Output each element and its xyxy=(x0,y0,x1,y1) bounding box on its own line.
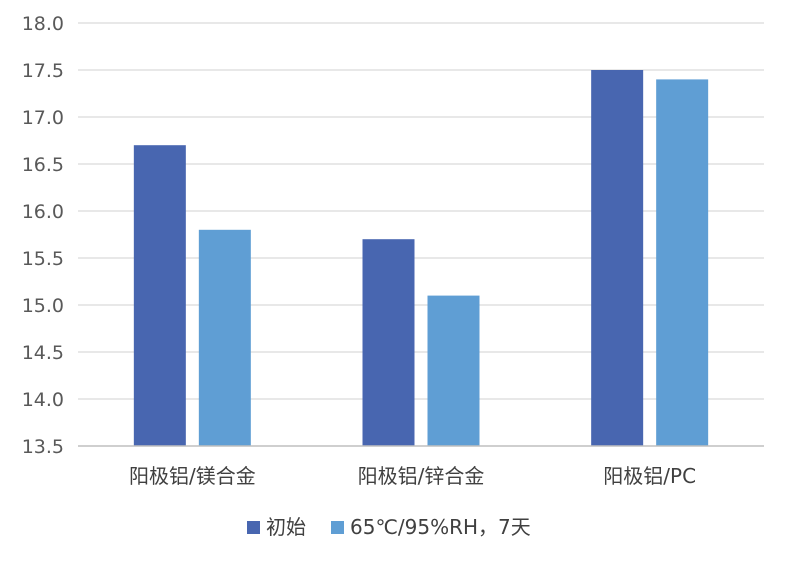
y-tick-label: 17.0 xyxy=(22,107,64,129)
bar-aged-2 xyxy=(656,79,709,447)
bar-aged-1 xyxy=(427,295,480,446)
x-axis-category-labels: 阳极铝/镁合金 阳极铝/锌合金 阳极铝/PC xyxy=(129,464,696,488)
y-tick-label: 15.0 xyxy=(22,295,64,317)
legend-swatch xyxy=(247,521,260,534)
bar-aged-0 xyxy=(198,229,251,446)
y-axis-tick-labels: 13.5 14.0 14.5 15.0 15.5 16.0 16.5 17.0 17.5 18.0 xyxy=(22,13,64,458)
gridlines xyxy=(78,22,764,400)
bar-initial-2 xyxy=(591,70,644,446)
legend-label: 65℃/95%RH，7天 xyxy=(350,515,531,539)
legend: 初始 65℃/95%RH，7天 xyxy=(247,515,531,539)
y-tick-label: 14.0 xyxy=(22,389,64,411)
bars xyxy=(133,70,709,447)
y-tick-label: 14.5 xyxy=(22,342,64,364)
category-label: 阳极铝/锌合金 xyxy=(358,464,485,488)
y-tick-label: 16.5 xyxy=(22,154,64,176)
y-tick-label: 17.5 xyxy=(22,60,64,82)
legend-swatch xyxy=(331,521,344,534)
y-tick-label: 15.5 xyxy=(22,248,64,270)
y-tick-label: 16.0 xyxy=(22,201,64,223)
category-label: 阳极铝/镁合金 xyxy=(129,464,256,488)
y-tick-label: 18.0 xyxy=(22,13,64,35)
bar-initial-0 xyxy=(133,145,186,446)
category-label: 阳极铝/PC xyxy=(603,464,696,488)
y-tick-label: 13.5 xyxy=(22,436,64,458)
bar-initial-1 xyxy=(362,239,415,446)
legend-label: 初始 xyxy=(266,515,306,539)
